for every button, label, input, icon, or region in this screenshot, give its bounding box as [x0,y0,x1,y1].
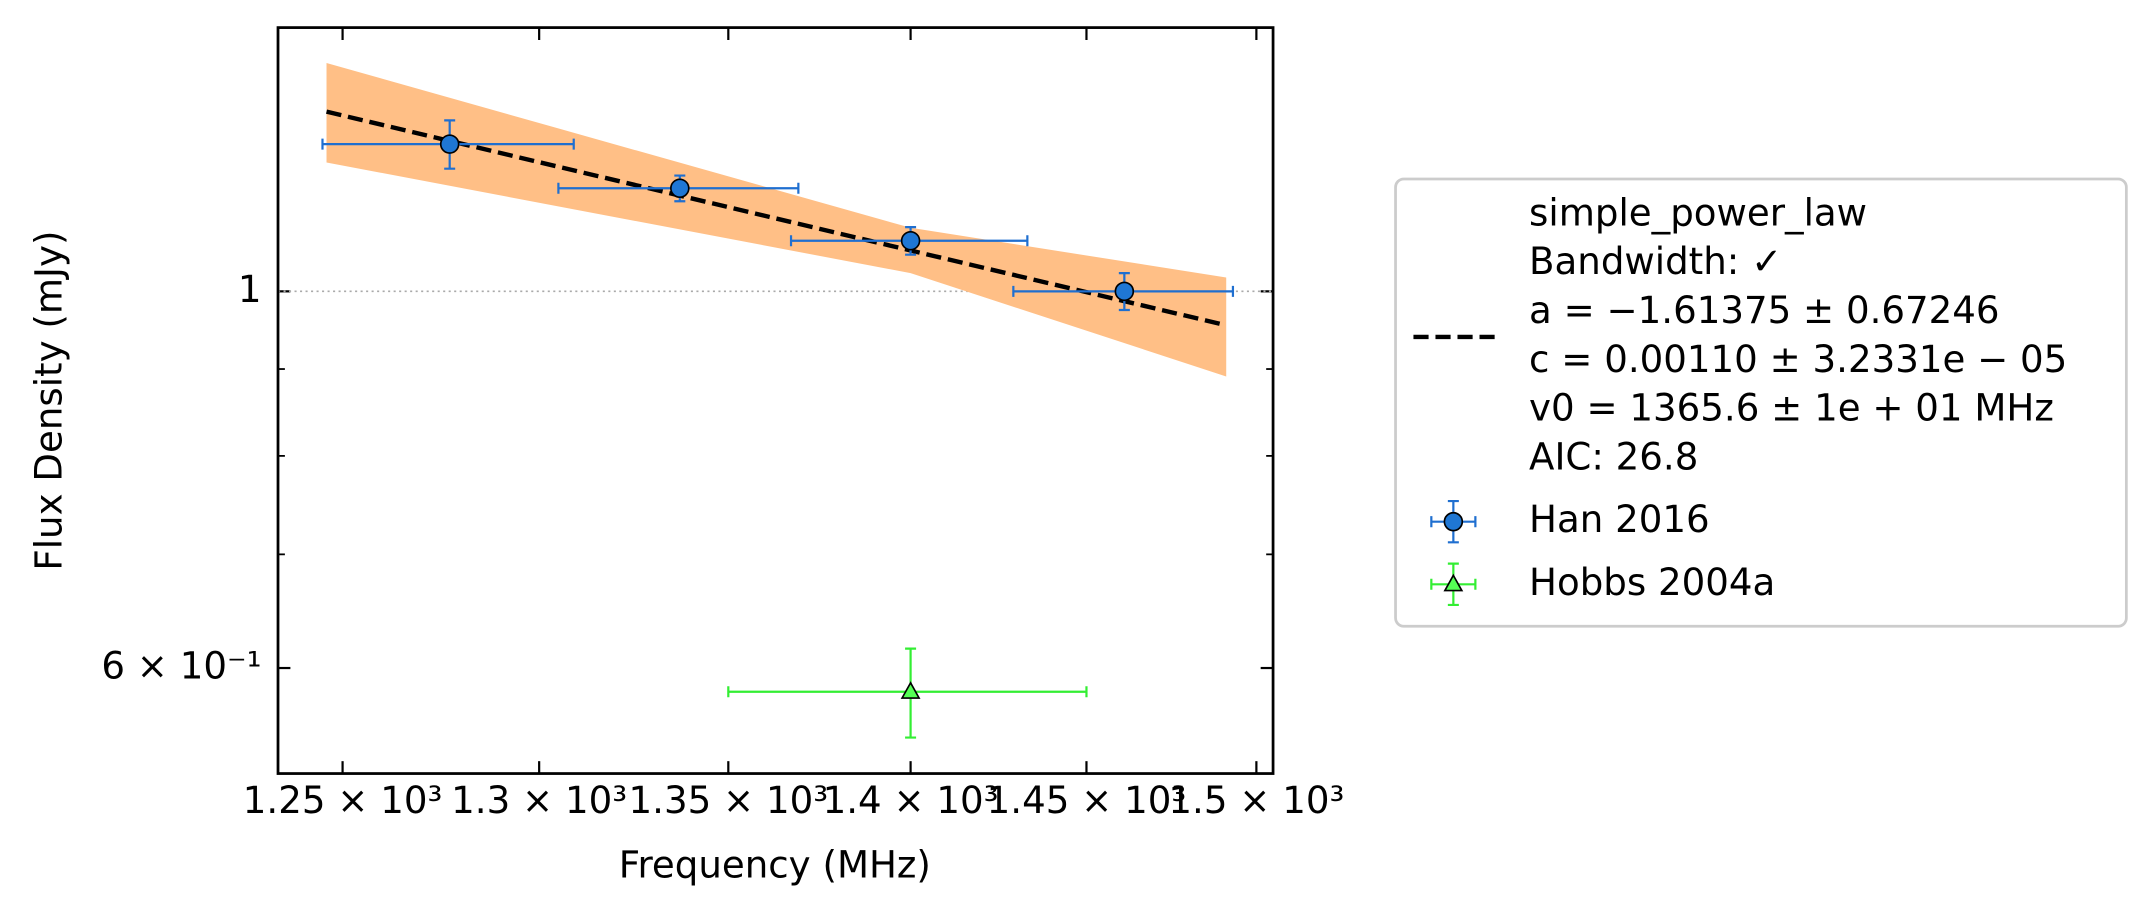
marker [670,178,690,199]
y-tick-label: 6 × 10⁻¹ [101,645,261,688]
plot-area [278,27,1274,774]
marker [900,681,921,699]
x-tick-label: 1.4 × 10³ [823,779,999,822]
legend-label: Hobbs 2004a [1529,561,1775,604]
axes-frame [276,26,1275,775]
x-tick-label: 1.3 × 10³ [451,779,627,822]
legend-label: v0 = 1365.6 ± 1e + 01 MHz [1529,387,2054,430]
marker [1443,511,1464,532]
x-tick-label: 1.5 × 10³ [1168,779,1344,822]
legend-label: simple_power_law [1529,191,1867,234]
legend-label: AIC: 26.8 [1529,436,1698,479]
y-axis-label: Flux Density (mJy) [27,231,70,571]
x-axis-label: Frequency (MHz) [619,844,931,887]
marker [1114,281,1135,302]
legend: simple_power_law Bandwidth: ✓ a = −1.61375… [1413,191,2067,607]
legend-label: c = 0.00110 ± 3.2331e − 05 [1529,338,2067,381]
x-tick-label: 1.25 × 10³ [243,779,443,822]
marker [439,134,460,154]
legend-label: Han 2016 [1529,498,1710,541]
legend-frame [1394,177,2128,628]
marker [1443,573,1464,592]
x-tick-label: 1.35 × 10³ [629,779,829,822]
y-tick-label: 1 [238,268,262,311]
x-tick-label: 1.45 × 10³ [987,779,1187,822]
legend-label: a = −1.61375 ± 0.67246 [1529,289,2000,332]
legend-label: Bandwidth: ✓ [1529,240,1782,283]
marker [900,230,921,251]
